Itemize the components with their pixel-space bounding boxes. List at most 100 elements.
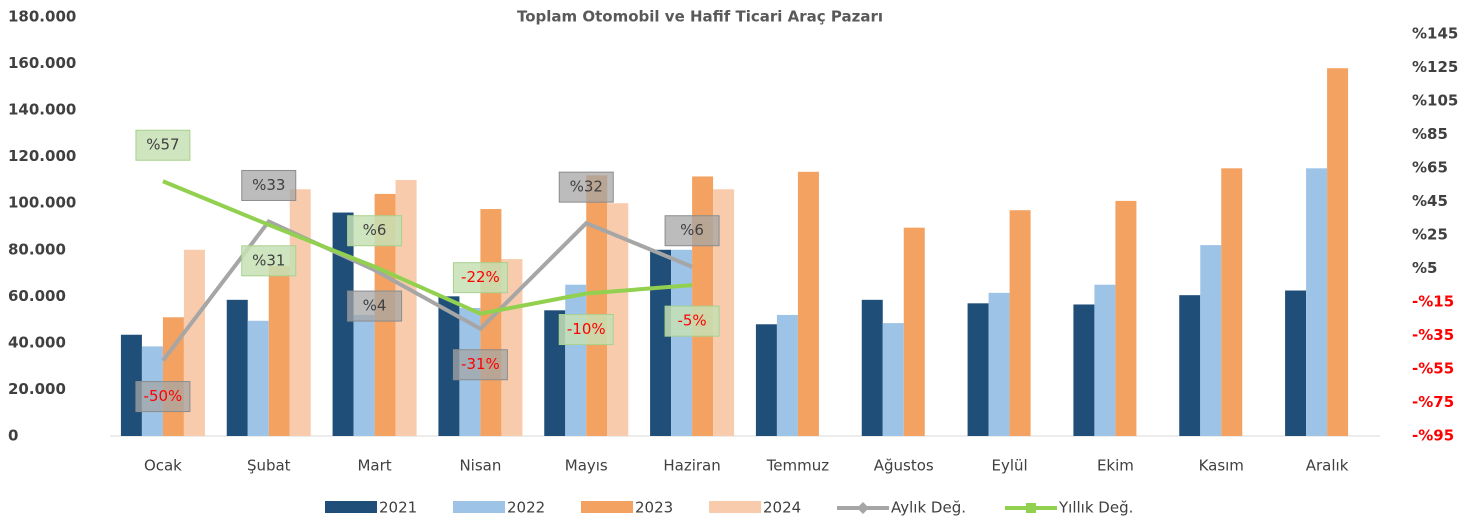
chart-title: Toplam Otomobil ve Hafif Ticari Araç Paz… (517, 8, 883, 26)
y2-tick-label: %65 (1412, 158, 1448, 176)
data-label: %6 (680, 221, 704, 239)
data-label: -22% (461, 268, 500, 286)
y-tick-label: 20.000 (8, 380, 66, 398)
x-tick-label: Aralık (1306, 457, 1349, 475)
bar (247, 320, 269, 436)
bar (1009, 210, 1031, 436)
data-label-box (558, 171, 614, 203)
data-label: %57 (146, 136, 179, 154)
bar (671, 249, 693, 436)
x-tick-label: Haziran (663, 457, 720, 475)
y2-tick-label: %125 (1412, 58, 1458, 76)
data-label: %31 (252, 251, 285, 269)
bar (776, 314, 798, 436)
legend-label: Yıllık Değ. (1058, 499, 1133, 517)
data-label-box (664, 305, 720, 337)
legend-swatch (453, 501, 505, 513)
data-label-box (664, 215, 720, 247)
data-label: -10% (567, 320, 606, 338)
y2-tick-label: %145 (1412, 24, 1458, 42)
legend-marker (857, 502, 869, 514)
bar (967, 303, 989, 436)
x-tick-label: Mayıs (565, 457, 608, 475)
data-label-box (452, 262, 508, 294)
data-label: %6 (363, 221, 387, 239)
data-label: -50% (144, 387, 183, 405)
legend-swatch (709, 501, 761, 513)
bar (988, 292, 1010, 436)
legend-swatch (581, 501, 633, 513)
x-tick-label: Şubat (247, 457, 291, 475)
x-tick-label: Temmuz (766, 457, 830, 475)
y-tick-label: 0 (8, 427, 18, 445)
bar (713, 189, 735, 436)
bar (650, 249, 672, 436)
legend-label: Aylık Değ. (891, 499, 966, 517)
bar (226, 299, 248, 436)
line-series (162, 179, 693, 316)
y-tick-label: 80.000 (8, 240, 66, 258)
data-label: -31% (461, 355, 500, 373)
bar (1094, 284, 1116, 436)
bar (289, 189, 311, 436)
legend-label: 2024 (763, 499, 801, 517)
bar (861, 299, 883, 436)
x-tick-label: Kasım (1199, 457, 1244, 475)
data-label: %4 (363, 297, 387, 315)
bar (797, 171, 819, 436)
bar (1285, 290, 1307, 436)
x-tick-label: Mart (357, 457, 391, 475)
bar (1306, 168, 1328, 437)
data-label: %32 (570, 178, 603, 196)
y2-tick-label: -%95 (1412, 427, 1454, 445)
y2-tick-label: -%55 (1412, 359, 1454, 377)
bar (480, 209, 502, 436)
y-tick-label: 120.000 (8, 147, 76, 165)
y-tick-label: 40.000 (8, 333, 66, 351)
bar (586, 175, 608, 437)
bar (1327, 68, 1349, 436)
legend-label: 2022 (507, 499, 545, 517)
x-tick-label: Ekim (1097, 457, 1134, 475)
line-series (161, 218, 693, 362)
y2-tick-label: %105 (1412, 91, 1458, 109)
y-tick-label: 140.000 (8, 101, 76, 119)
data-label-box (452, 349, 508, 381)
bar (1179, 295, 1201, 436)
bar (353, 314, 375, 436)
data-label-box (558, 314, 614, 346)
x-tick-label: Ağustos (874, 457, 934, 475)
data-label-box (241, 169, 297, 201)
bar (332, 212, 354, 436)
y-tick-label: 60.000 (8, 287, 66, 305)
legend-swatch (325, 501, 377, 513)
y-tick-label: 160.000 (8, 54, 76, 72)
bar (1115, 200, 1137, 436)
bar (903, 227, 925, 436)
y-tick-label: 180.000 (8, 8, 76, 26)
data-label-box (135, 129, 191, 161)
y2-tick-label: %25 (1412, 225, 1448, 243)
y2-tick-label: -%15 (1412, 292, 1454, 310)
legend-label: 2021 (379, 499, 417, 517)
bar (438, 296, 460, 436)
y2-tick-label: -%35 (1412, 326, 1454, 344)
y2-tick-label: %45 (1412, 192, 1448, 210)
bar (607, 203, 629, 436)
x-tick-label: Eylül (991, 457, 1027, 475)
y2-tick-label: %5 (1412, 259, 1437, 277)
bar (1073, 304, 1095, 436)
x-tick-label: Nisan (459, 457, 501, 475)
y2-tick-label: -%75 (1412, 393, 1454, 411)
bar (1221, 168, 1243, 437)
data-label-box (347, 290, 403, 322)
legend-marker (1026, 503, 1036, 513)
data-label: %33 (252, 176, 285, 194)
bar (268, 266, 290, 436)
bar (882, 323, 904, 436)
x-tick-label: Ocak (144, 457, 182, 475)
data-label-box (347, 215, 403, 247)
y-tick-label: 100.000 (8, 194, 76, 212)
legend-label: 2023 (635, 499, 673, 517)
